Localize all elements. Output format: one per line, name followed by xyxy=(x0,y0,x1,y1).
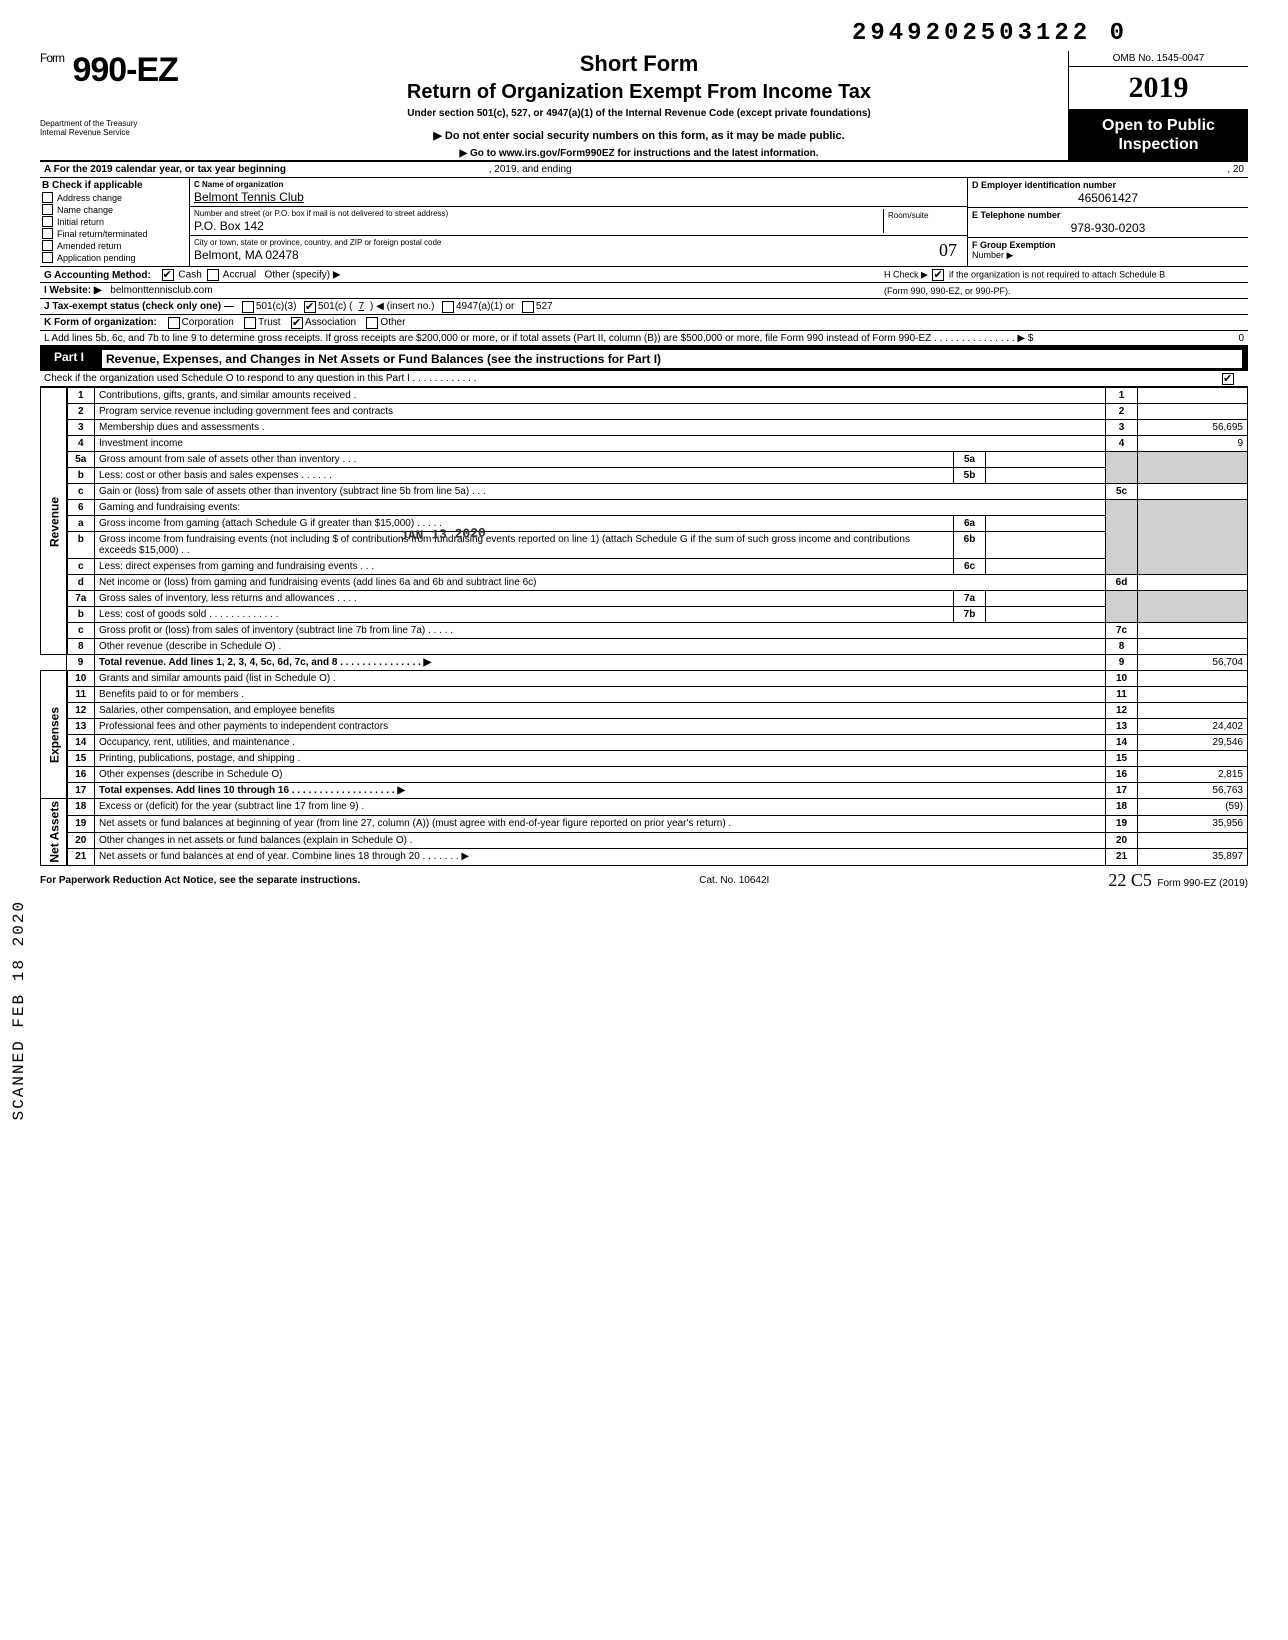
org-name: Belmont Tennis Club xyxy=(194,190,963,204)
department-label: Department of the Treasury Internal Reve… xyxy=(40,120,202,138)
document-locator-number: 2949202503122 0 xyxy=(40,20,1248,47)
website-value: belmonttennisclub.com xyxy=(110,285,212,296)
amended-return-checkbox[interactable] xyxy=(42,240,53,251)
handwritten-07: 07 xyxy=(939,240,957,261)
501c-checkbox[interactable] xyxy=(304,301,316,313)
expenses-section-label: Expenses xyxy=(41,671,67,799)
city-state-zip: Belmont, MA 02478 xyxy=(194,248,963,262)
other-org-checkbox[interactable] xyxy=(366,317,378,329)
gross-receipts-value: 0 xyxy=(1134,333,1244,344)
tax-year: 2019 xyxy=(1069,67,1248,110)
short-form-title: Short Form xyxy=(218,51,1060,77)
professional-fees-value: 24,402 xyxy=(1138,719,1248,735)
schedule-o-checkbox[interactable] xyxy=(1222,373,1234,385)
address-change-checkbox[interactable] xyxy=(42,192,53,203)
line-k-form-org: K Form of organization: Corporation Trus… xyxy=(40,315,1248,331)
association-checkbox[interactable] xyxy=(291,317,303,329)
schedule-b-checkbox[interactable] xyxy=(932,269,944,281)
527-checkbox[interactable] xyxy=(522,301,534,313)
form-number: Form 990-EZ xyxy=(40,51,202,90)
line-a-tax-year: A For the 2019 calendar year, or tax yea… xyxy=(40,162,1248,178)
membership-dues-value: 56,695 xyxy=(1138,420,1248,436)
trust-checkbox[interactable] xyxy=(244,317,256,329)
occupancy-value: 29,546 xyxy=(1138,735,1248,751)
open-public-badge: Open to Public Inspection xyxy=(1069,110,1248,160)
investment-income-value: 9 xyxy=(1138,436,1248,452)
ein: 465061427 xyxy=(972,191,1244,205)
cash-checkbox[interactable] xyxy=(162,269,174,281)
handwritten-note: 22 C5 xyxy=(1108,870,1152,890)
net-assets-section-label: Net Assets xyxy=(41,799,67,866)
line-g-accounting: G Accounting Method: Cash Accrual Other … xyxy=(40,267,1248,283)
page-footer: For Paperwork Reduction Act Notice, see … xyxy=(40,870,1248,891)
501c3-checkbox[interactable] xyxy=(242,301,254,313)
column-b-checkboxes: B Check if applicable Address change Nam… xyxy=(40,178,190,266)
501c-number: 7 xyxy=(352,301,370,312)
form-header: Form 990-EZ Department of the Treasury I… xyxy=(40,51,1248,162)
beginning-net-assets-value: 35,956 xyxy=(1138,816,1248,833)
org-info-block: B Check if applicable Address change Nam… xyxy=(40,178,1248,267)
excess-deficit-value: (59) xyxy=(1138,799,1248,816)
total-expenses-value: 56,763 xyxy=(1138,783,1248,799)
revenue-section-label: Revenue xyxy=(41,388,67,655)
schedule-o-check-line: Check if the organization used Schedule … xyxy=(40,371,1248,387)
line-i-website: I Website: ▶ belmonttennisclub.com (Form… xyxy=(40,283,1248,299)
omb-number: OMB No. 1545-0047 xyxy=(1069,51,1248,67)
line-j-tax-status: J Tax-exempt status (check only one) — 5… xyxy=(40,299,1248,315)
street-address: P.O. Box 142 xyxy=(194,219,883,233)
accrual-checkbox[interactable] xyxy=(207,269,219,281)
scanned-date-stamp: SCANNED FEB 18 2020 xyxy=(10,900,28,1120)
room-suite: Room/suite xyxy=(883,209,963,233)
telephone: 978-930-0203 xyxy=(972,221,1244,235)
final-return-checkbox[interactable] xyxy=(42,228,53,239)
ending-net-assets-value: 35,897 xyxy=(1138,849,1248,866)
subtitle: Under section 501(c), 527, or 4947(a)(1)… xyxy=(218,108,1060,119)
revenue-expenses-table: Revenue 1Contributions, gifts, grants, a… xyxy=(40,387,1248,866)
initial-return-checkbox[interactable] xyxy=(42,216,53,227)
4947-checkbox[interactable] xyxy=(442,301,454,313)
part-1-header: Part I Revenue, Expenses, and Changes in… xyxy=(40,347,1248,371)
return-title: Return of Organization Exempt From Incom… xyxy=(218,81,1060,104)
instructions-link: ▶ Go to www.irs.gov/Form990EZ for instru… xyxy=(218,148,1060,159)
ssn-warning: ▶ Do not enter social security numbers o… xyxy=(218,129,1060,142)
total-revenue-value: 56,704 xyxy=(1138,655,1248,671)
line-l-gross-receipts: L Add lines 5b, 6c, and 7b to line 9 to … xyxy=(40,331,1248,347)
name-change-checkbox[interactable] xyxy=(42,204,53,215)
corporation-checkbox[interactable] xyxy=(168,317,180,329)
application-pending-checkbox[interactable] xyxy=(42,252,53,263)
other-expenses-value: 2,815 xyxy=(1138,767,1248,783)
